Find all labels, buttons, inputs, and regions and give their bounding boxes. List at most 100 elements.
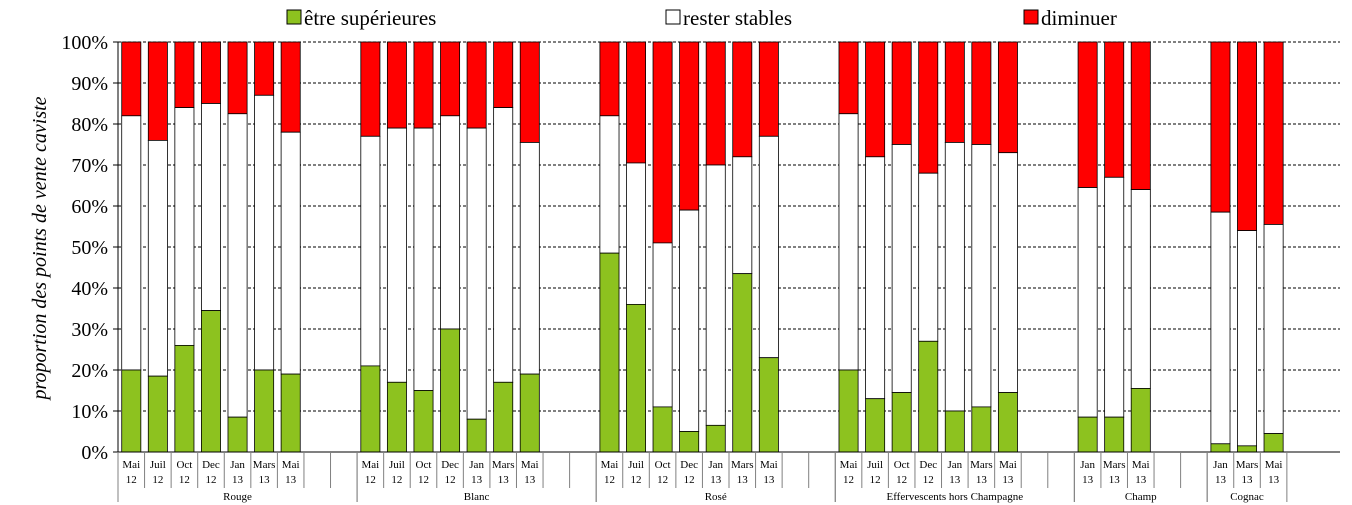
bar-segment-diminuer [1237,41,1257,232]
x-tick-label-month: Dec [680,459,698,471]
bar-segment-stables [147,139,168,377]
x-tick-label-month: Dec [919,459,937,471]
bar-segment-diminuer [971,41,992,145]
bar-segment-stables [705,164,726,426]
legend-label-green: être supérieures [304,6,436,30]
legend-label-red: diminuer [1041,6,1117,30]
bar-segment-stables [1263,224,1284,434]
y-tick-label: 80% [71,114,108,136]
bar-segment-superieures [679,431,700,453]
bar-segment-stables [121,115,142,371]
x-tick-label-month: Juil [628,459,644,471]
y-tick-label: 60% [71,196,108,218]
bar-segment-superieures [280,373,301,453]
bar-segment-stables [174,107,195,346]
x-group-label: Champ [1125,491,1157,503]
bar-segment-diminuer [679,41,700,211]
x-tick-label-year: 13 [1002,474,1014,486]
bar-segment-diminuer [413,41,434,129]
bar-segment-diminuer [174,41,195,108]
x-tick-label-month: Jan [708,459,723,471]
x-tick-label-month: Mars [1236,459,1259,471]
bar-segment-superieures [227,416,248,453]
x-tick-label-year: 12 [657,474,668,486]
x-tick-label-year: 13 [285,474,297,486]
bar-segment-stables [254,94,275,371]
x-tick-label-year: 12 [126,474,137,486]
bar-segment-superieures [519,373,540,453]
x-tick-label-year: 12 [870,474,881,486]
x-tick-label-year: 12 [923,474,934,486]
x-tick-label-year: 12 [896,474,907,486]
bar-segment-stables [1104,176,1125,418]
x-tick-label-year: 13 [737,474,749,486]
x-tick-label-year: 12 [684,474,695,486]
bar-segment-stables [360,135,381,367]
y-tick-label: 30% [71,319,108,341]
x-tick-label-month: Jan [1080,459,1095,471]
x-tick-label-month: Jan [947,459,962,471]
bar-segment-stables [758,135,779,359]
x-tick-label-year: 13 [232,474,244,486]
y-tick-label: 20% [71,360,108,382]
bar-segment-diminuer [1263,41,1284,225]
bar-segment-superieures [997,392,1018,453]
x-tick-label-month: Mai [1265,459,1283,471]
bar-segment-superieures [201,310,221,453]
x-tick-label-month: Mai [999,459,1017,471]
bar-segment-stables [891,144,912,393]
bar-segment-diminuer [1210,41,1231,213]
x-tick-label-year: 12 [604,474,615,486]
legend-label-white: rester stables [683,6,792,30]
bar-segment-stables [1130,189,1151,389]
bar-segment-diminuer [147,41,168,141]
bar-segment-stables [626,162,646,305]
x-tick-label-year: 12 [365,474,376,486]
x-tick-label-month: Juil [150,459,166,471]
x-tick-label-year: 13 [976,474,988,486]
bar-segment-superieures [838,369,859,453]
x-tick-label-month: Mai [601,459,619,471]
x-tick-label-month: Juil [867,459,883,471]
x-group-label: Effervescents hors Champagne [886,491,1023,503]
y-tick-label: 10% [71,401,108,423]
y-tick-label: 90% [71,73,108,95]
bar-segment-diminuer [201,41,221,104]
x-tick-label-year: 13 [1242,474,1254,486]
x-tick-label-year: 12 [418,474,429,486]
bar-segment-stables [440,115,461,330]
bar-segment-stables [201,103,221,311]
bar-segment-superieures [254,369,275,453]
bar-segment-stables [838,113,859,371]
x-tick-label-month: Mai [282,459,300,471]
x-axis: Mai 12 Juil 12 Oct 12 Dec 12 Jan 13 Mars 13 Mai 13 Rou… [117,42,1340,503]
x-tick-label-year: 13 [1109,474,1121,486]
bar-segment-superieures [891,392,912,453]
x-tick-label-month: Mars [970,459,993,471]
x-tick-label-year: 12 [843,474,854,486]
bar-segment-superieures [652,406,673,453]
x-tick-label-month: Mars [492,459,515,471]
bar-segment-superieures [1077,416,1098,453]
bar-segment-superieures [626,303,646,453]
bar-segment-diminuer [599,41,620,117]
bar-segment-superieures [360,365,381,453]
bar-segment-stables [386,127,407,383]
bar-segment-stables [1237,230,1257,447]
x-group-label: Rouge [223,491,252,503]
x-tick-label-month: Dec [202,459,220,471]
bar-segment-diminuer [652,41,673,244]
bar-segment-stables [997,152,1018,393]
bar-segment-stables [1210,211,1231,445]
bar-segment-superieures [147,375,168,453]
bar-segment-diminuer [1104,41,1125,178]
bar-segment-diminuer [891,41,912,145]
gridlines [118,41,1340,412]
y-tick-label: 50% [71,237,108,259]
bar-segment-stables [732,156,753,275]
bar-segment-diminuer [626,41,646,164]
bar-segment-superieures [599,252,620,453]
x-tick-label-month: Mai [840,459,858,471]
bar-segment-diminuer [440,41,461,117]
